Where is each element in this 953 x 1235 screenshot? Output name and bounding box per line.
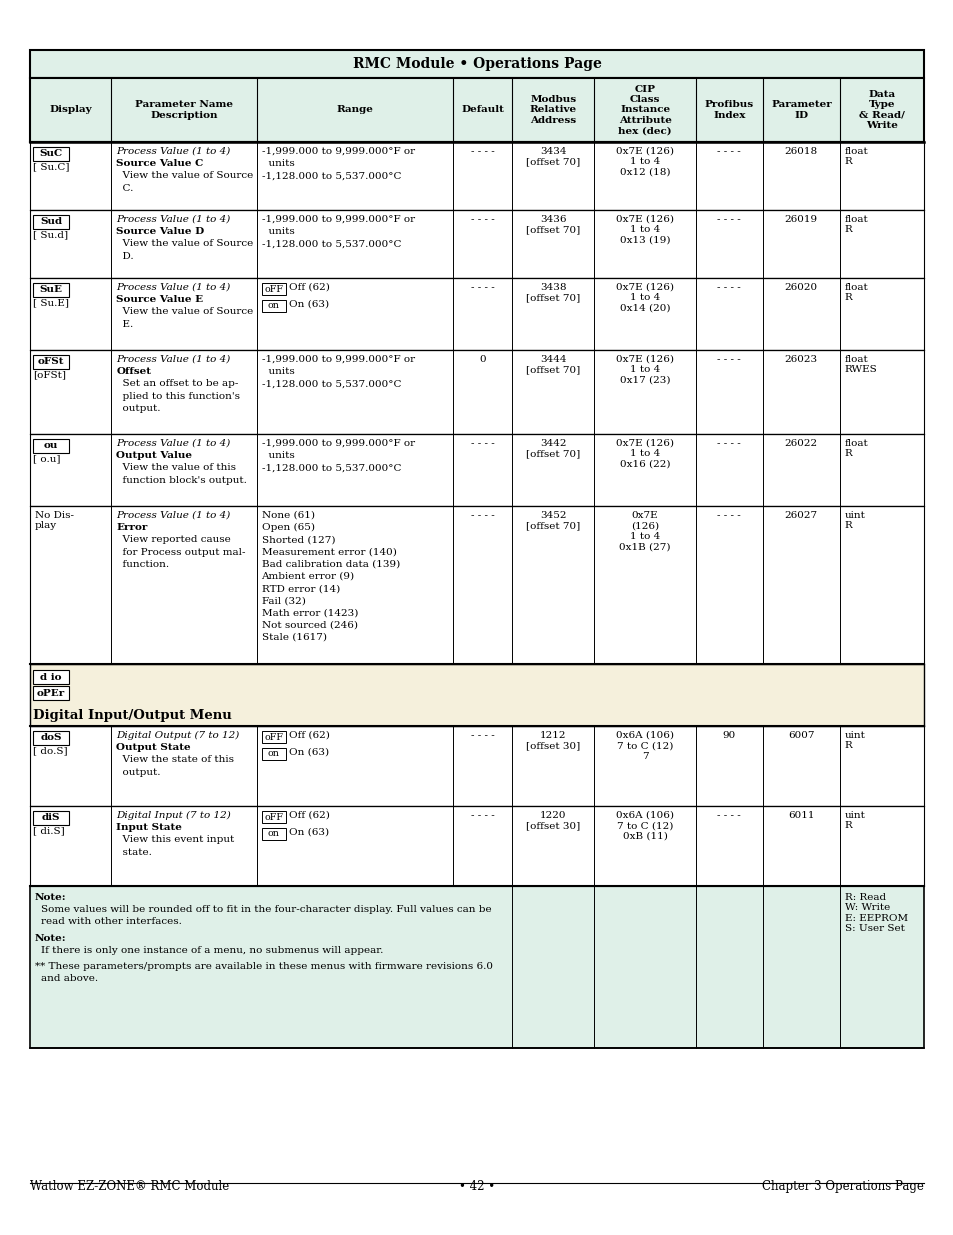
Text: Shorted (127): Shorted (127) <box>261 536 335 545</box>
Text: 0x7E (126)
1 to 4
0x13 (19): 0x7E (126) 1 to 4 0x13 (19) <box>616 215 674 245</box>
Text: units: units <box>261 367 294 377</box>
Text: output.: output. <box>116 404 161 412</box>
Text: 0x7E (126)
1 to 4
0x12 (18): 0x7E (126) 1 to 4 0x12 (18) <box>616 147 674 177</box>
Text: units: units <box>261 227 294 236</box>
Text: doS: doS <box>40 734 62 742</box>
Text: units: units <box>261 451 294 461</box>
Text: float
R: float R <box>843 438 867 458</box>
Text: 0x7E (126)
1 to 4
0x16 (22): 0x7E (126) 1 to 4 0x16 (22) <box>616 438 674 469</box>
Text: 26019: 26019 <box>784 215 817 224</box>
Text: None (61): None (61) <box>261 511 314 520</box>
Text: Digital Output (7 to 12): Digital Output (7 to 12) <box>116 731 239 740</box>
Text: units: units <box>261 159 294 168</box>
Text: Process Value (1 to 4): Process Value (1 to 4) <box>116 283 231 291</box>
Text: - - - -: - - - - <box>717 438 740 448</box>
Text: Math error (1423): Math error (1423) <box>261 609 357 618</box>
Text: for Process output mal-: for Process output mal- <box>116 547 246 557</box>
Text: [ Su.E]: [ Su.E] <box>33 298 69 308</box>
Text: 3436
[offset 70]: 3436 [offset 70] <box>526 215 579 235</box>
Text: float
R: float R <box>843 283 867 303</box>
Text: RTD error (14): RTD error (14) <box>261 584 339 593</box>
Text: View the value of Source: View the value of Source <box>116 308 253 316</box>
Bar <box>261 283 285 295</box>
Text: - - - -: - - - - <box>470 731 494 740</box>
Text: on: on <box>268 750 279 758</box>
Text: Ambient error (9): Ambient error (9) <box>261 572 355 580</box>
Text: 26023: 26023 <box>784 354 817 364</box>
Text: float
R: float R <box>843 215 867 235</box>
Text: Watlow EZ-ZONE® RMC Module: Watlow EZ-ZONE® RMC Module <box>30 1179 229 1193</box>
Text: Parameter Name
Description: Parameter Name Description <box>135 100 233 120</box>
Text: View the value of Source: View the value of Source <box>116 240 253 248</box>
Text: 26020: 26020 <box>784 283 817 291</box>
Text: R: Read
W: Write
E: EEPROM
S: User Set: R: Read W: Write E: EEPROM S: User Set <box>843 893 907 934</box>
Text: 6007: 6007 <box>787 731 814 740</box>
Text: function block's output.: function block's output. <box>116 475 247 484</box>
Text: On (63): On (63) <box>288 827 329 837</box>
Bar <box>30 885 923 1049</box>
Text: Chapter 3 Operations Page: Chapter 3 Operations Page <box>761 1179 923 1193</box>
Bar <box>30 210 923 278</box>
Text: Offset: Offset <box>116 367 152 377</box>
Bar <box>261 748 285 760</box>
Text: 1212
[offset 30]: 1212 [offset 30] <box>526 731 579 751</box>
Text: read with other interfaces.: read with other interfaces. <box>41 918 182 926</box>
Text: Modbus
Relative
Address: Modbus Relative Address <box>529 95 577 125</box>
Bar <box>33 671 69 684</box>
Text: On (63): On (63) <box>288 748 329 757</box>
Text: Display: Display <box>50 105 91 115</box>
Text: • 42 •: • 42 • <box>458 1179 495 1193</box>
Text: Measurement error (140): Measurement error (140) <box>261 547 396 557</box>
Text: View the value of Source: View the value of Source <box>116 172 253 180</box>
Text: uint
R: uint R <box>843 811 864 830</box>
Text: Off (62): Off (62) <box>288 731 329 740</box>
Bar <box>30 78 923 142</box>
Text: 0: 0 <box>478 354 485 364</box>
Text: D.: D. <box>116 252 134 261</box>
Text: Error: Error <box>116 524 148 532</box>
Bar <box>33 685 69 700</box>
Bar <box>33 147 69 161</box>
Text: View the value of this: View the value of this <box>116 463 236 473</box>
Text: - - - -: - - - - <box>470 283 494 291</box>
Text: Note:: Note: <box>35 893 67 902</box>
Text: - - - -: - - - - <box>470 147 494 156</box>
Text: Source Value D: Source Value D <box>116 227 205 236</box>
Text: -1,999.000 to 9,999.000°F or: -1,999.000 to 9,999.000°F or <box>261 147 415 156</box>
Text: - - - -: - - - - <box>470 438 494 448</box>
Bar <box>261 827 285 840</box>
Text: -1,128.000 to 5,537.000°C: -1,128.000 to 5,537.000°C <box>261 240 400 248</box>
Text: View the state of this: View the state of this <box>116 756 234 764</box>
Text: ou: ou <box>44 441 58 451</box>
Text: Range: Range <box>336 105 373 115</box>
Text: ** These parameters/prompts are available in these menus with firmware revisions: ** These parameters/prompts are availabl… <box>35 962 493 971</box>
Bar <box>33 215 69 228</box>
Text: -1,128.000 to 5,537.000°C: -1,128.000 to 5,537.000°C <box>261 379 400 388</box>
Text: Bad calibration data (139): Bad calibration data (139) <box>261 559 399 569</box>
Bar <box>261 811 285 823</box>
Text: Sud: Sud <box>40 217 62 226</box>
Bar <box>33 811 69 825</box>
Text: uint
R: uint R <box>843 731 864 751</box>
Text: [ o.u]: [ o.u] <box>33 454 60 463</box>
Text: CIP
Class
Instance
Attribute
hex (dec): CIP Class Instance Attribute hex (dec) <box>618 85 671 136</box>
Bar <box>261 300 285 312</box>
Text: 26022: 26022 <box>784 438 817 448</box>
Text: 26027: 26027 <box>784 511 817 520</box>
Text: - - - -: - - - - <box>717 354 740 364</box>
Bar <box>261 731 285 743</box>
Text: -1,128.000 to 5,537.000°C: -1,128.000 to 5,537.000°C <box>261 463 400 473</box>
Text: If there is only one instance of a menu, no submenus will appear.: If there is only one instance of a menu,… <box>41 946 383 955</box>
Bar <box>30 433 923 506</box>
Text: View this event input: View this event input <box>116 835 234 845</box>
Text: state.: state. <box>116 847 152 857</box>
Text: output.: output. <box>116 768 161 777</box>
Text: Set an offset to be ap-: Set an offset to be ap- <box>116 379 238 388</box>
Text: on: on <box>268 830 279 839</box>
Text: 1220
[offset 30]: 1220 [offset 30] <box>526 811 579 830</box>
Text: and above.: and above. <box>41 974 98 983</box>
Text: 3444
[offset 70]: 3444 [offset 70] <box>526 354 579 374</box>
Text: Not sourced (246): Not sourced (246) <box>261 621 357 630</box>
Text: Default: Default <box>460 105 503 115</box>
Text: plied to this function's: plied to this function's <box>116 391 240 400</box>
